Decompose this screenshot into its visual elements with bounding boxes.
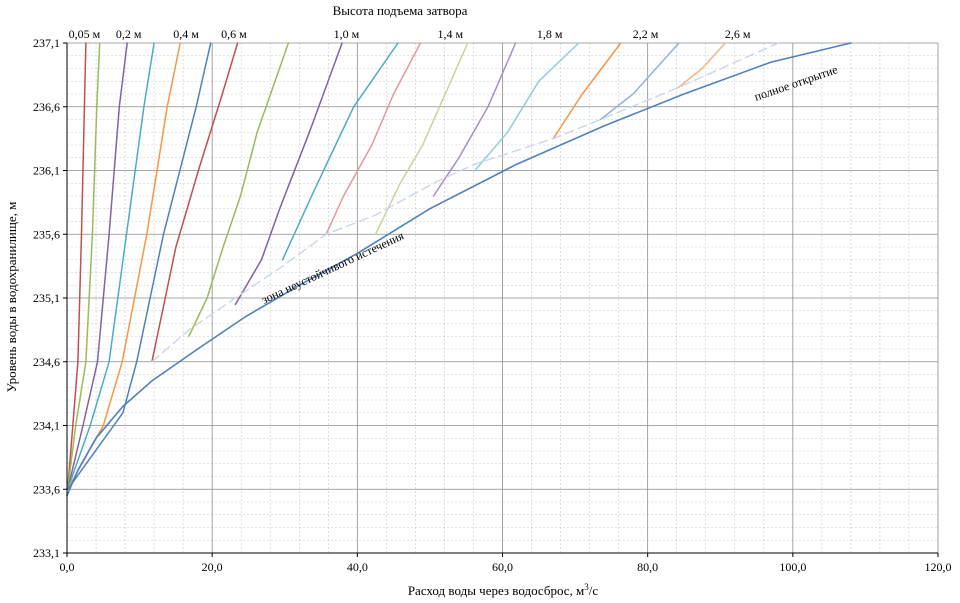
y-tick-label: 234,1 xyxy=(33,419,60,433)
series-line-3 xyxy=(66,42,155,491)
series-line-15 xyxy=(599,42,680,121)
series-line-8 xyxy=(234,42,343,306)
curve-label: 2,6 м xyxy=(725,27,751,41)
curve-label: 0,2 м xyxy=(116,27,142,41)
axes xyxy=(63,42,939,557)
x-tick-label: 80,0 xyxy=(637,560,658,574)
curve-label: 0,4 м xyxy=(173,27,199,41)
y-tick-label: 235,1 xyxy=(33,291,60,305)
y-axis-title: Уровень воды в водохранилище, м xyxy=(4,202,19,393)
curve-label: 0,6 м xyxy=(221,27,247,41)
series-line-13 xyxy=(474,42,580,172)
series-line-7 xyxy=(188,42,290,337)
x-tick-label: 60,0 xyxy=(492,560,513,574)
x-axis-title: Расход воды через водосброс, м3/с xyxy=(408,582,599,598)
y-tick-label: 237,1 xyxy=(33,36,60,50)
curve-label: 1,0 м xyxy=(334,27,360,41)
series-line-1 xyxy=(66,42,101,491)
x-axis-title-sup: 3 xyxy=(584,582,589,592)
series-line-11 xyxy=(374,42,469,236)
series-line-6 xyxy=(151,42,239,363)
series-line-5 xyxy=(66,42,212,491)
y-tick-labels: 233,1 233,6 234,1 234,6 235,1 235,6 236,1 236,6… xyxy=(33,36,60,560)
series-line-9 xyxy=(281,42,399,261)
series-line-16 xyxy=(677,42,727,89)
x-tick-label: 120,0 xyxy=(925,560,952,574)
series-line-2 xyxy=(66,42,128,491)
series-line-14 xyxy=(552,42,622,140)
series-line-10 xyxy=(325,42,422,236)
curve-label: 0,05 м xyxy=(69,27,101,41)
x-tick-label: 20,0 xyxy=(202,560,223,574)
y-tick-label: 233,6 xyxy=(33,482,60,496)
series-line-18 xyxy=(151,42,779,363)
curve-label: 1,8 м xyxy=(537,27,563,41)
x-tick-label: 100,0 xyxy=(779,560,806,574)
x-axis-title-main: Расход воды через водосброс, м xyxy=(408,583,584,598)
x-tick-labels: 0,0 20,0 40,0 60,0 80,0 100,0 120,0 xyxy=(60,560,952,574)
y-tick-label: 236,6 xyxy=(33,100,60,114)
x-tick-label: 0,0 xyxy=(60,560,75,574)
y-tick-label: 235,6 xyxy=(33,227,60,241)
series-line-0 xyxy=(66,42,87,491)
chart-title: Высота подъема затвора xyxy=(333,3,468,18)
curve-label: 2,2 м xyxy=(633,27,659,41)
series-layer xyxy=(66,42,852,497)
series-line-17 xyxy=(66,42,852,497)
curve-label: 1,4 м xyxy=(437,27,463,41)
x-axis-title-tail: /с xyxy=(589,583,599,598)
curve-labels: 0,05 м 0,2 м 0,4 м 0,6 м 1,0 м 1,4 м 1,8 м 2,2 … xyxy=(69,27,751,41)
y-tick-label: 233,1 xyxy=(33,546,60,560)
y-tick-label: 234,6 xyxy=(33,355,60,369)
y-tick-label: 236,1 xyxy=(33,164,60,178)
x-tick-label: 40,0 xyxy=(347,560,368,574)
